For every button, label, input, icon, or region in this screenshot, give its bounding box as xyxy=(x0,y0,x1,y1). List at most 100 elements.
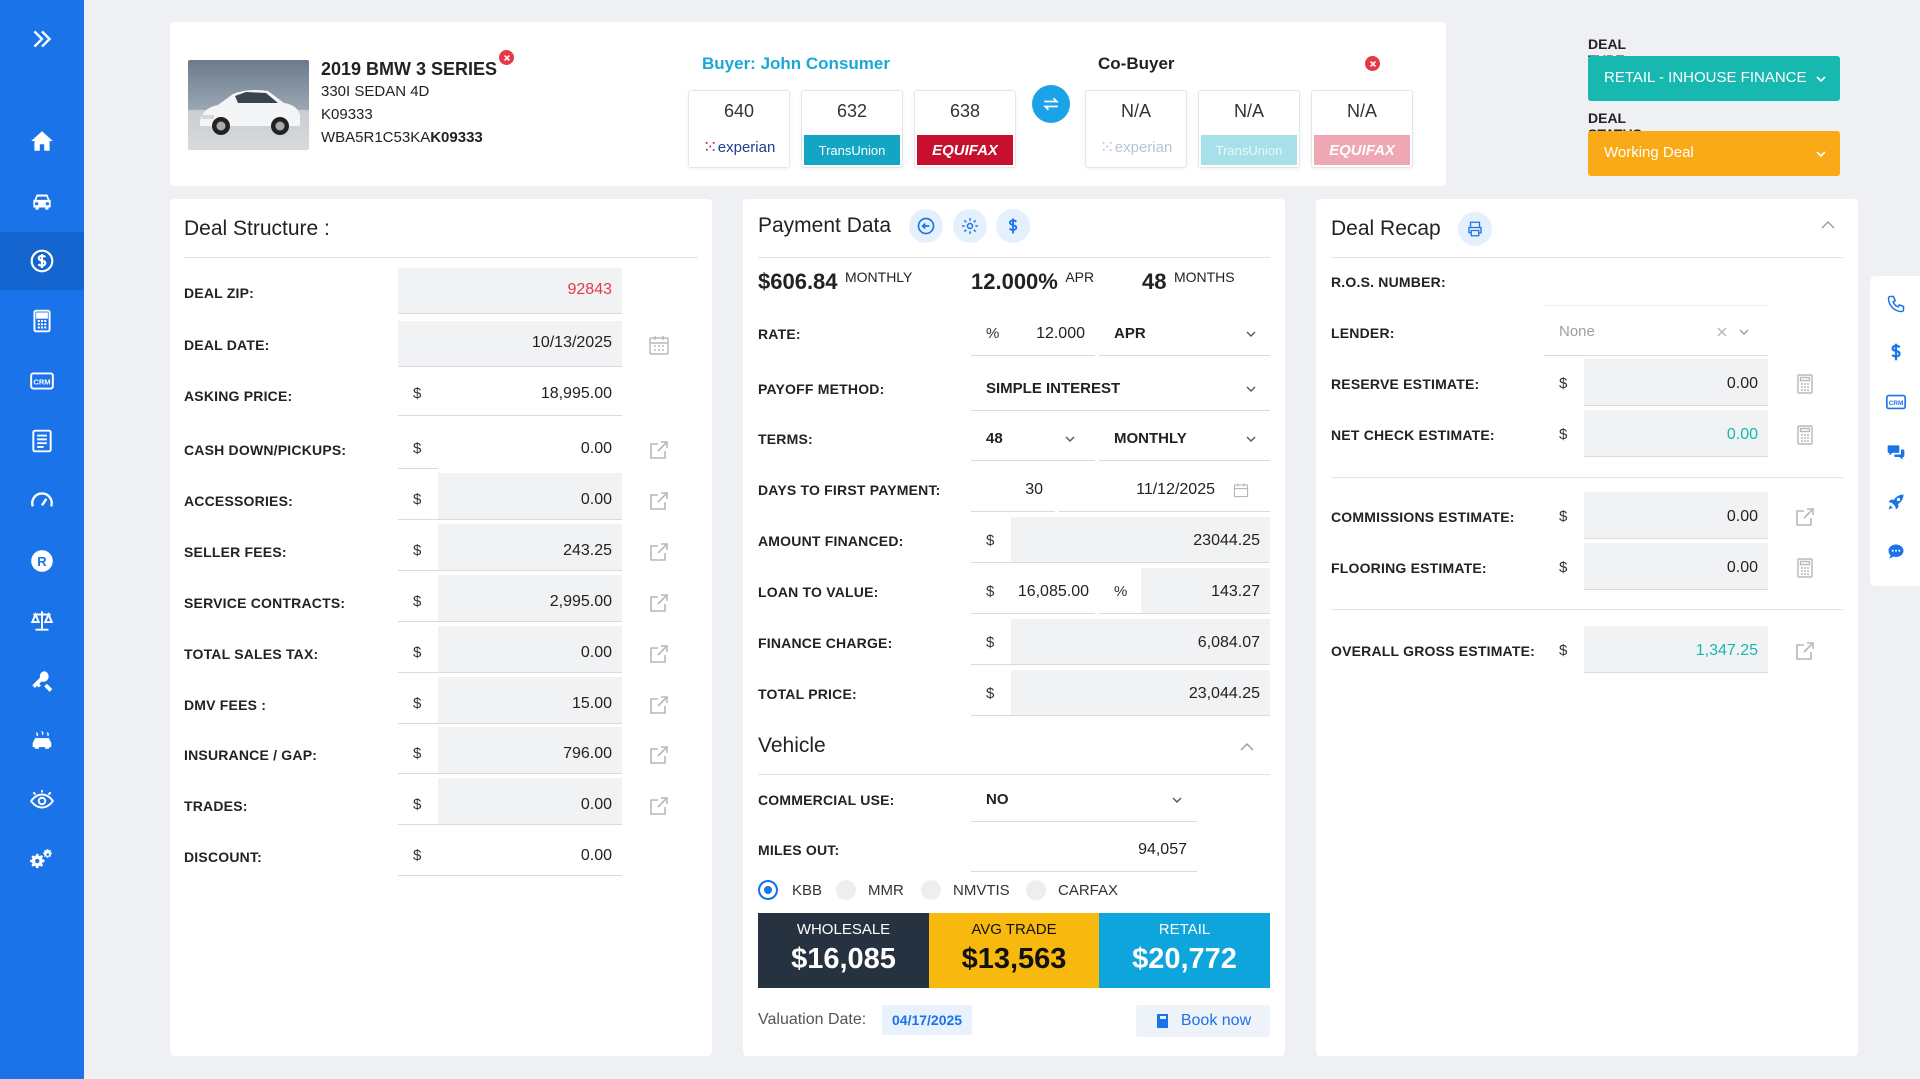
chat-button[interactable] xyxy=(1884,440,1908,464)
external-link-icon[interactable] xyxy=(648,744,670,766)
payment-dollar-button[interactable] xyxy=(996,209,1030,243)
rate-type-select[interactable] xyxy=(1099,309,1270,356)
seller-fees-input[interactable] xyxy=(438,524,622,571)
deal-type-select[interactable]: RETAIL - INHOUSE FINANCE xyxy=(1588,56,1840,101)
cash-down-input[interactable] xyxy=(438,422,622,469)
total-sales-tax-input[interactable] xyxy=(438,626,622,673)
deal-status-select[interactable]: Working Deal xyxy=(1588,131,1840,176)
payoff-method-select[interactable] xyxy=(971,364,1270,411)
lender-select[interactable] xyxy=(1544,305,1768,356)
external-link-icon[interactable] xyxy=(1794,640,1816,662)
commercial-use-select[interactable] xyxy=(971,775,1197,822)
external-link-icon[interactable] xyxy=(648,795,670,817)
accessories-value: 0.00 xyxy=(580,491,612,508)
sidebar-item-compliance[interactable] xyxy=(0,592,84,650)
days-first-payment-input[interactable] xyxy=(971,465,1055,512)
expand-sidebar-button[interactable] xyxy=(0,10,84,68)
book-now-button[interactable]: Book now xyxy=(1136,1005,1270,1037)
finance-button[interactable] xyxy=(1884,340,1908,364)
sidebar-item-reports[interactable] xyxy=(0,412,84,470)
external-link-icon[interactable] xyxy=(648,592,670,614)
calendar-icon[interactable] xyxy=(1233,482,1249,498)
deal-date-input[interactable] xyxy=(398,321,622,367)
cobuyer-equifax-score[interactable]: N/A EQUIFAX xyxy=(1311,90,1413,168)
amount-financed-input[interactable] xyxy=(1011,517,1270,563)
sidebar-item-watch[interactable] xyxy=(0,772,84,830)
trades-input[interactable] xyxy=(438,778,622,825)
deal-zip-input[interactable] xyxy=(398,268,622,314)
buyer-label[interactable]: Buyer: John Consumer xyxy=(702,54,890,73)
calculator-icon[interactable] xyxy=(1794,373,1816,395)
sidebar-item-deals[interactable] xyxy=(0,232,84,290)
trades-value: 0.00 xyxy=(580,796,612,813)
discount-input[interactable] xyxy=(398,828,622,876)
total-price-input[interactable] xyxy=(1011,670,1270,716)
external-link-icon[interactable] xyxy=(648,694,670,716)
remove-cobuyer-button[interactable] xyxy=(1365,56,1380,71)
external-link-icon[interactable] xyxy=(1794,506,1816,528)
reserve-estimate-input[interactable] xyxy=(1584,359,1768,406)
calendar-icon[interactable] xyxy=(648,334,670,356)
cobuyer-experian-score[interactable]: N/A ⁙ experian xyxy=(1085,90,1187,168)
sidebar-item-crm[interactable]: CRM xyxy=(0,352,84,410)
clear-icon[interactable] xyxy=(1717,327,1727,337)
commissions-estimate-input[interactable] xyxy=(1584,492,1768,539)
sidebar-item-settings[interactable] xyxy=(0,832,84,890)
sidebar-item-dashboard[interactable] xyxy=(0,472,84,530)
external-link-icon[interactable] xyxy=(648,541,670,563)
rate-input[interactable] xyxy=(971,309,1095,356)
first-payment-date-input[interactable] xyxy=(1059,465,1270,512)
buyer-experian-score[interactable]: 640 ⁙ experian xyxy=(688,90,790,168)
chevron-up-icon[interactable] xyxy=(1239,739,1255,755)
remove-vehicle-button[interactable] xyxy=(499,50,514,65)
cobuyer-transunion-score[interactable]: N/A TransUnion xyxy=(1198,90,1300,168)
source-radio-nmvtis[interactable] xyxy=(921,880,941,900)
sidebar-item-calculator[interactable] xyxy=(0,292,84,350)
payment-frequency-select[interactable] xyxy=(1099,414,1270,461)
avg-trade-tile[interactable]: AVG TRADE $13,563 xyxy=(929,913,1099,988)
service-contracts-input[interactable] xyxy=(438,575,622,622)
retail-tile[interactable]: RETAIL $20,772 xyxy=(1099,913,1270,988)
source-radio-carfax[interactable] xyxy=(1026,880,1046,900)
external-link-icon[interactable] xyxy=(648,490,670,512)
calculator-icon xyxy=(33,309,51,333)
payment-history-button[interactable] xyxy=(909,209,943,243)
cobuyer-label[interactable]: Co-Buyer xyxy=(1098,54,1175,73)
sidebar-item-home[interactable] xyxy=(0,112,84,170)
wholesale-tile[interactable]: WHOLESALE $16,085 xyxy=(758,913,929,988)
launch-button[interactable] xyxy=(1884,490,1908,514)
asking-price-input[interactable] xyxy=(398,370,622,416)
print-recap-button[interactable] xyxy=(1458,212,1492,246)
source-radio-mmr[interactable] xyxy=(836,880,856,900)
payment-settings-button[interactable] xyxy=(953,209,987,243)
external-link-icon[interactable] xyxy=(648,439,670,461)
experian-logo: ⁙ experian xyxy=(1099,136,1173,157)
swap-buyers-button[interactable] xyxy=(1032,85,1070,123)
sidebar-item-detail[interactable] xyxy=(0,712,84,770)
net-check-estimate-input[interactable] xyxy=(1584,410,1768,457)
buyer-transunion-score[interactable]: 632 TransUnion xyxy=(801,90,903,168)
calculator-icon[interactable] xyxy=(1794,557,1816,579)
buyer-equifax-score[interactable]: 638 EQUIFAX xyxy=(914,90,1016,168)
phone-button[interactable] xyxy=(1884,292,1908,316)
crm-button[interactable]: CRM xyxy=(1884,390,1908,414)
calculator-icon[interactable] xyxy=(1794,424,1816,446)
miles-out-input[interactable] xyxy=(971,825,1197,872)
accessories-input[interactable] xyxy=(438,473,622,520)
swap-icon xyxy=(1043,97,1059,111)
source-radio-kbb[interactable] xyxy=(758,880,778,900)
sidebar-item-registration[interactable]: R xyxy=(0,532,84,590)
rate-label: RATE: xyxy=(758,326,801,342)
sidebar-item-service[interactable] xyxy=(0,652,84,710)
overall-gross-estimate-input[interactable] xyxy=(1584,626,1768,673)
ltv-percent-input[interactable] xyxy=(1141,568,1270,614)
flooring-estimate-input[interactable] xyxy=(1584,543,1768,590)
chevron-up-icon[interactable] xyxy=(1820,217,1836,233)
external-link-icon[interactable] xyxy=(648,643,670,665)
sidebar-item-inventory[interactable] xyxy=(0,172,84,230)
finance-charge-input[interactable] xyxy=(1011,619,1270,665)
terms-select[interactable] xyxy=(971,414,1095,461)
messages-button[interactable] xyxy=(1884,540,1908,564)
dmv-fees-input[interactable] xyxy=(438,677,622,724)
insurance-gap-input[interactable] xyxy=(438,727,622,774)
